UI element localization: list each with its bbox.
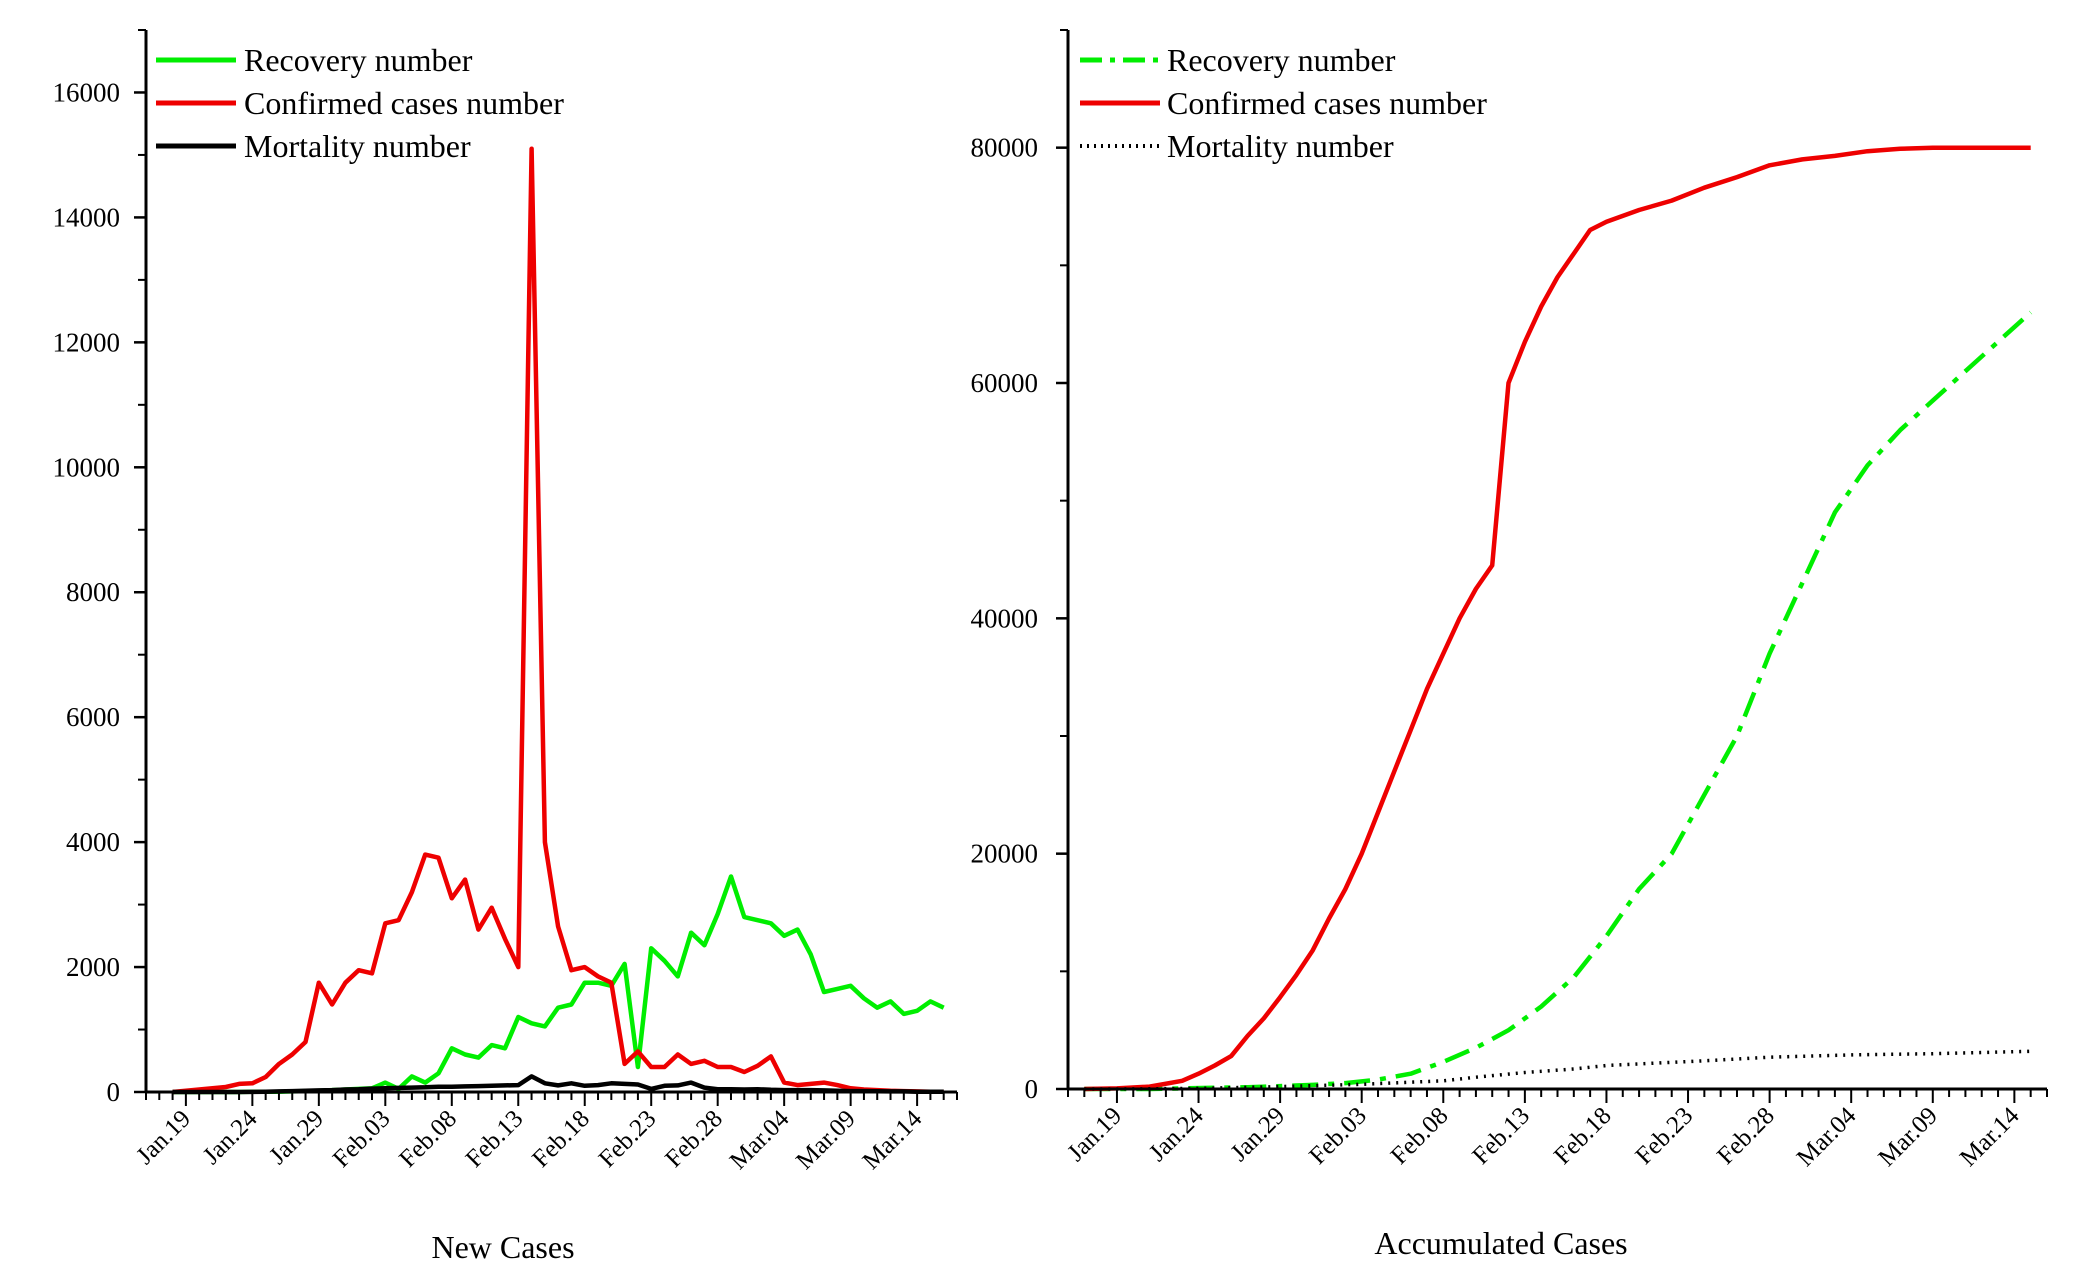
x-axis-title: Accumulated Cases [1374, 1225, 1627, 1261]
x-tick-label: Feb.23 [1631, 1102, 1699, 1170]
legend-item-mortality: Mortality number [156, 128, 471, 164]
x-tick-label: Jan.24 [198, 1105, 263, 1170]
x-tick-label: Feb.08 [1386, 1102, 1454, 1170]
x-tick-label: Jan.19 [1062, 1102, 1127, 1167]
x-tick-label: Feb.03 [328, 1105, 396, 1173]
series-line-confirmed-cases-number [1084, 145, 2031, 1092]
y-tick-label: 6000 [66, 702, 120, 732]
y-tick-label: 80000 [971, 133, 1039, 163]
legend-item-confirmed: Confirmed cases number [1080, 85, 1487, 121]
legend-item-mortality: Mortality number [1080, 128, 1394, 164]
x-tick-label: Feb.08 [394, 1105, 462, 1173]
legend-label-confirmed: Confirmed cases number [1167, 85, 1487, 121]
x-tick-label: Mar.09 [1873, 1102, 1943, 1172]
x-tick-label: Mar.14 [1955, 1102, 2025, 1172]
y-tick-label: 0 [1025, 1074, 1039, 1104]
y-tick-label: 8000 [66, 577, 120, 607]
y-tick-label: 40000 [971, 603, 1039, 633]
legend-label-mortality: Mortality number [244, 128, 471, 164]
y-tick-label: 60000 [971, 368, 1039, 398]
x-tick-label: Mar.09 [791, 1105, 861, 1175]
legend-item-recovery: Recovery number [156, 42, 473, 78]
y-tick-label: 14000 [53, 202, 121, 232]
legend: Recovery number Confirmed cases number M… [156, 42, 564, 164]
y-tick-label: 0 [107, 1077, 121, 1107]
y-tick-label: 12000 [53, 327, 121, 357]
series-line-confirmed-cases-number [172, 146, 944, 1095]
x-tick-label: Feb.28 [1712, 1102, 1780, 1170]
x-tick-label: Jan.24 [1144, 1102, 1209, 1167]
y-tick-label: 2000 [66, 952, 120, 982]
y-tick-label: 10000 [53, 452, 121, 482]
x-tick-label: Feb.18 [527, 1105, 595, 1173]
x-tick-label: Jan.29 [1226, 1102, 1291, 1167]
x-axis-title: New Cases [431, 1229, 574, 1265]
x-tick-label: Feb.23 [594, 1105, 662, 1173]
series-line-recovery-number [1084, 310, 2033, 1092]
legend-item-recovery: Recovery number [1080, 42, 1396, 78]
legend-label-mortality: Mortality number [1167, 128, 1394, 164]
x-tick-label: Feb.28 [660, 1105, 728, 1173]
legend-label-confirmed: Confirmed cases number [244, 85, 564, 121]
legend-label-recovery: Recovery number [1167, 42, 1396, 78]
x-tick-label: Mar.14 [858, 1105, 928, 1175]
y-tick-label: 16000 [53, 77, 121, 107]
legend-label-recovery: Recovery number [244, 42, 473, 78]
x-tick-label: Jan.29 [264, 1105, 329, 1170]
y-tick-label: 20000 [971, 839, 1039, 869]
new-cases-chart: 0 2000 4000 6000 8000 10000 12000 14000 16000 Jan… [53, 29, 958, 1265]
x-tick-label: Mar.04 [1792, 1102, 1862, 1172]
x-tick-label: Feb.03 [1304, 1102, 1372, 1170]
legend: Recovery number Confirmed cases number M… [1080, 42, 1487, 164]
x-tick-label: Jan.19 [131, 1105, 196, 1170]
y-tick-label: 4000 [66, 827, 120, 857]
series-line-mortality-number [1084, 1049, 2031, 1091]
x-tick-label: Mar.04 [725, 1105, 795, 1175]
x-tick-label: Feb.18 [1549, 1102, 1617, 1170]
x-tick-label: Feb.13 [461, 1105, 529, 1173]
x-tick-label: Feb.13 [1467, 1102, 1535, 1170]
legend-item-confirmed: Confirmed cases number [156, 85, 564, 121]
